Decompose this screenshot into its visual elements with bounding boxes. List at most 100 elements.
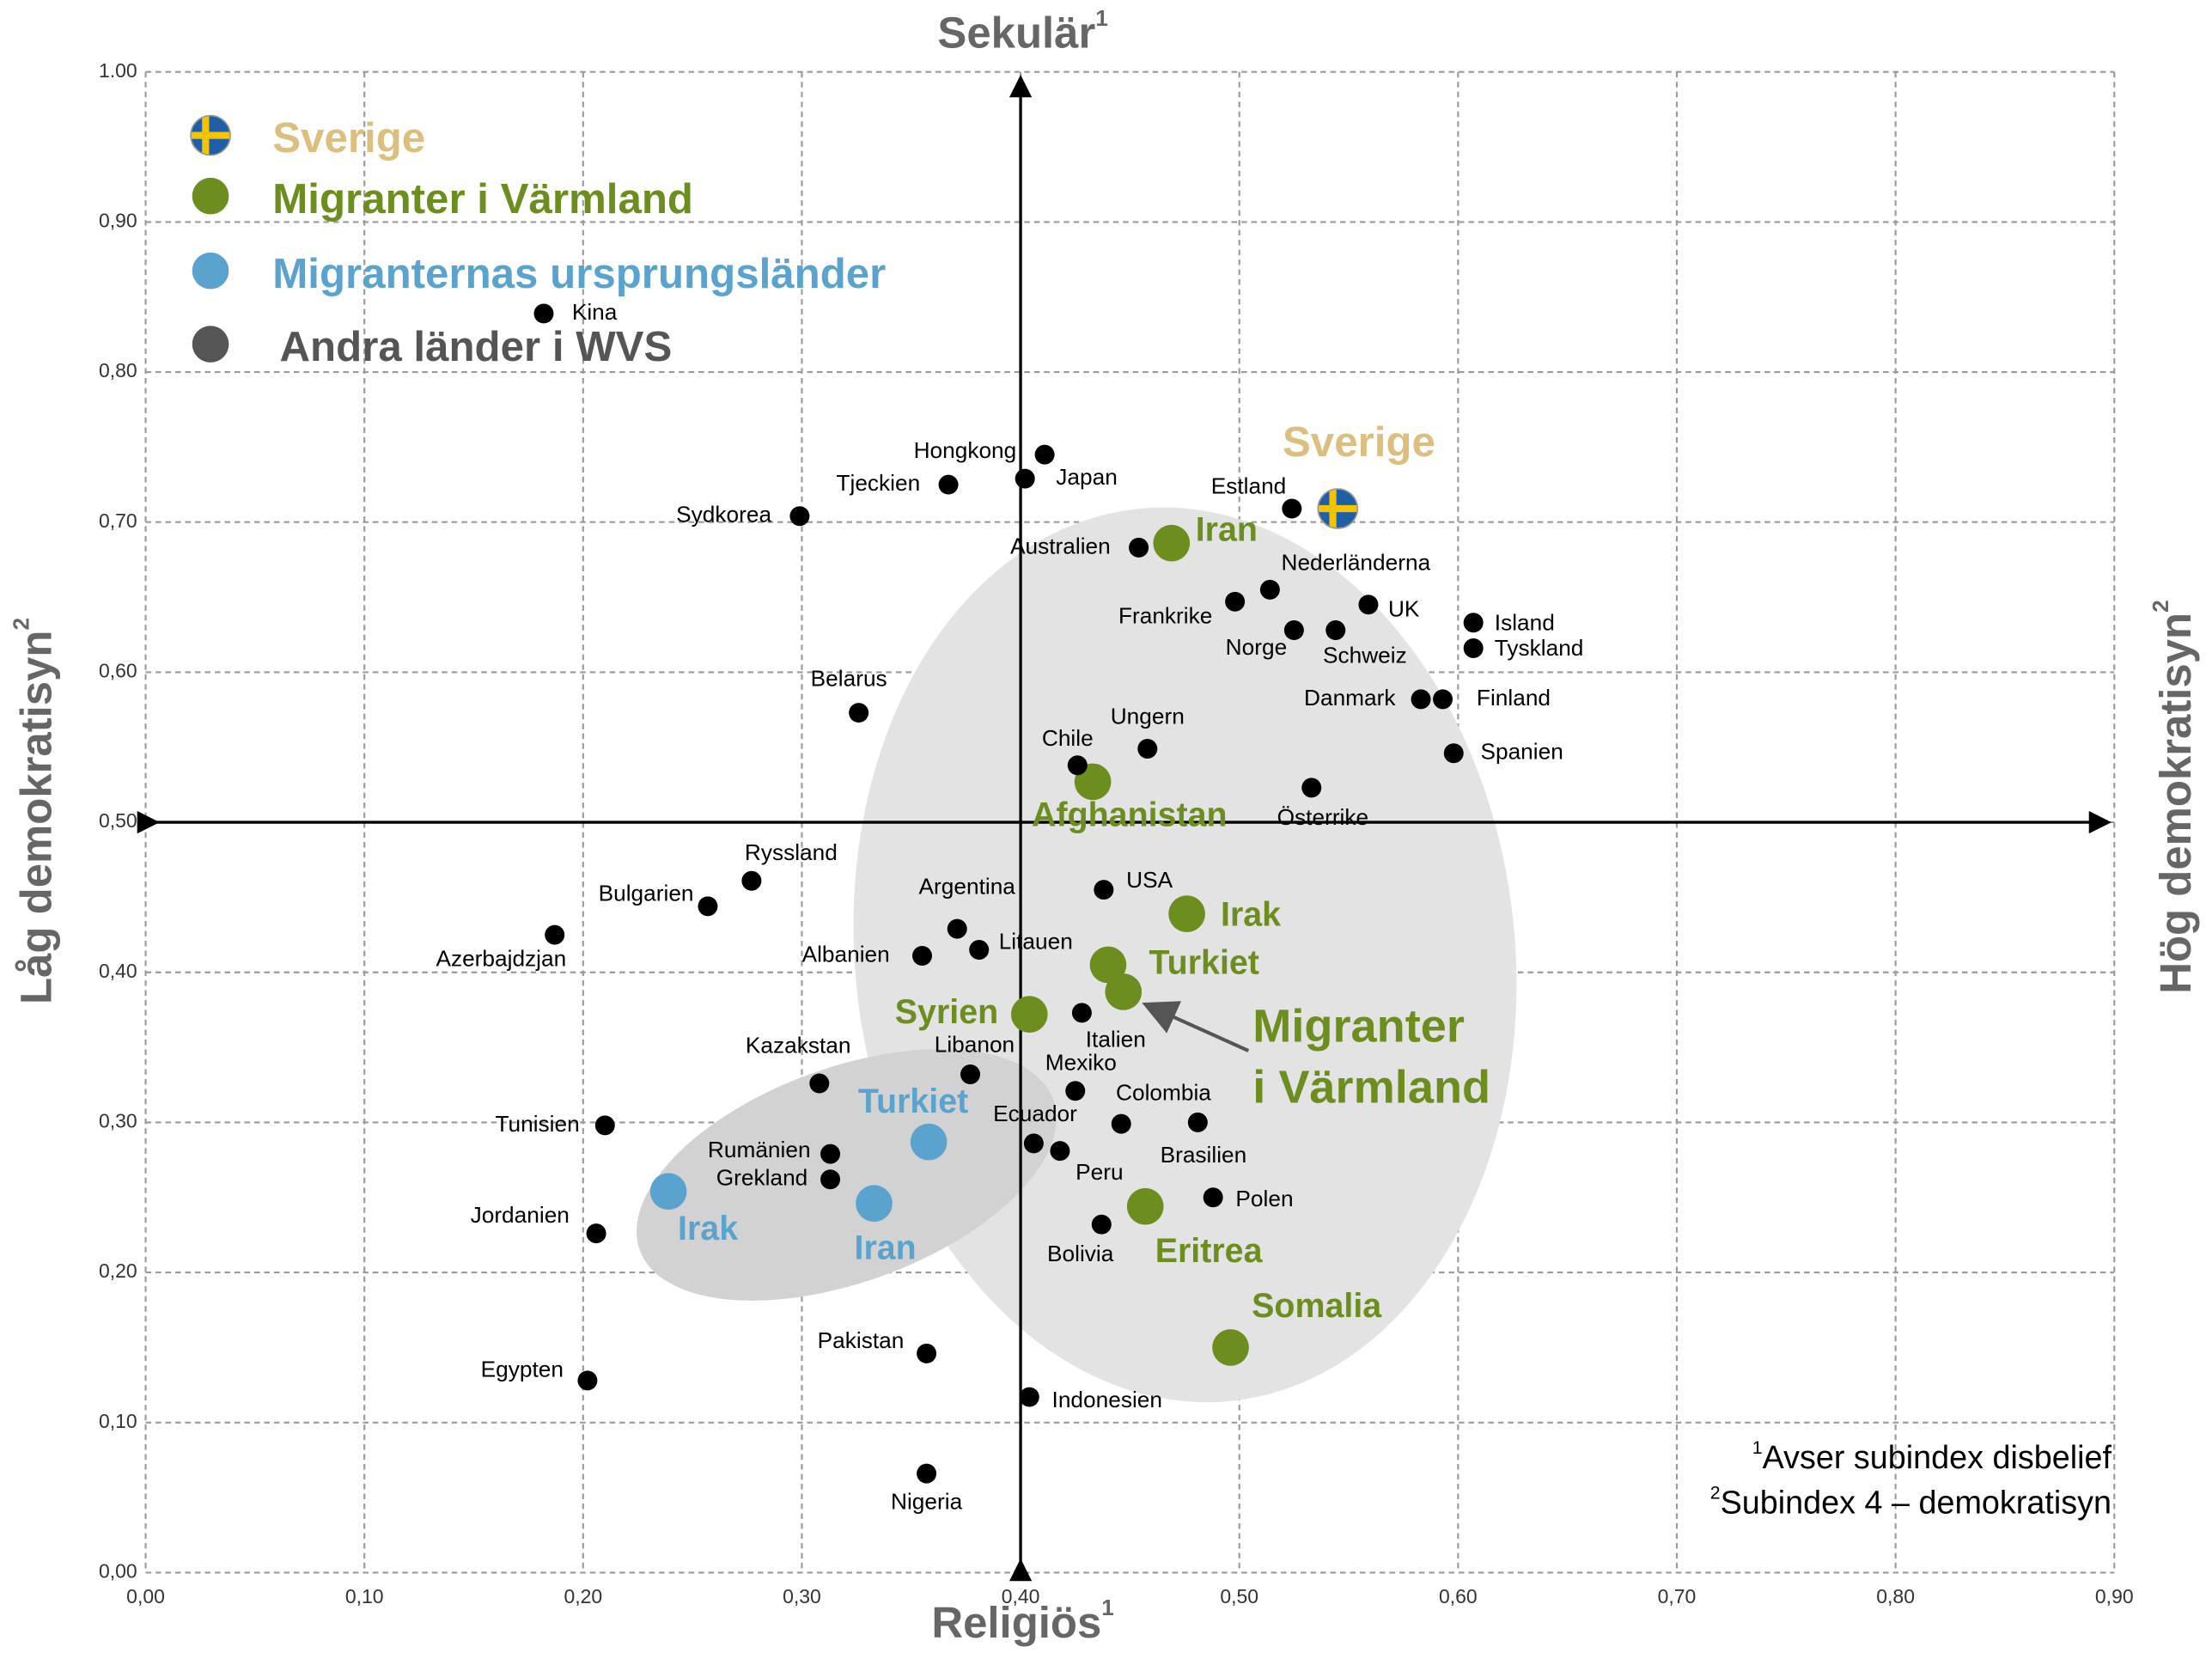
- point: [577, 1370, 598, 1391]
- points: Sverige Iran Afghanistan Irak Turkiet Syrien E…: [436, 299, 1583, 1515]
- point: [1282, 498, 1302, 519]
- point-label: Iran: [855, 1229, 917, 1266]
- point-label: Turkiet: [858, 1083, 968, 1120]
- point-label: Österrike: [1277, 804, 1368, 830]
- point-label: Japan: [1056, 464, 1118, 490]
- point-label: Island: [1495, 609, 1555, 635]
- legend-label: Sverige: [272, 114, 425, 162]
- point-label: Danmark: [1304, 685, 1396, 711]
- point-label: Belarus: [811, 666, 887, 692]
- x-tick-label: 0,30: [783, 1585, 821, 1607]
- y-tick-label: 1.00: [99, 59, 137, 82]
- point: [1015, 468, 1035, 489]
- point-label: Albanien: [802, 941, 890, 967]
- legend-label: Migranternas ursprungsländer: [272, 250, 886, 297]
- point: [1212, 1329, 1249, 1366]
- point-label: Mexiko: [1045, 1049, 1117, 1075]
- point: [1010, 996, 1048, 1033]
- point-label: Ryssland: [745, 839, 838, 865]
- point-label: USA: [1126, 867, 1173, 893]
- annotation-arrow: [1142, 1001, 1250, 1052]
- point: [820, 1169, 841, 1190]
- point-label: Libanon: [935, 1032, 1015, 1058]
- point-label: Italien: [1086, 1027, 1146, 1052]
- axis-top-title: Sekulär1: [937, 5, 1107, 58]
- point: [1089, 946, 1127, 984]
- flag-rim: [1317, 488, 1359, 529]
- point: [1111, 1113, 1131, 1134]
- point-label: Polen: [1235, 1186, 1293, 1211]
- x-tick-label: 0,80: [1876, 1585, 1915, 1607]
- point: [1023, 1133, 1044, 1154]
- footnote: 1Avser subindex disbelief: [1752, 1437, 2112, 1475]
- legend-marker: [192, 252, 229, 290]
- x-tick-label: 0,60: [1439, 1585, 1478, 1607]
- y-tick-label: 0,10: [99, 1410, 137, 1432]
- point: [809, 1073, 830, 1094]
- flag-body: [1318, 489, 1358, 528]
- point-label: Ungern: [1111, 703, 1185, 729]
- point: [789, 506, 810, 527]
- x-tick-label: 0,40: [1002, 1585, 1040, 1607]
- point-label: Afghanistan: [1032, 796, 1228, 833]
- axis-bottom-title: Religiös1: [931, 1595, 1114, 1647]
- point: [698, 896, 718, 917]
- x-tick-label: 0,90: [2095, 1585, 2134, 1607]
- point-label: Nederländerna: [1282, 550, 1431, 576]
- point: [1094, 880, 1114, 900]
- point-label: Spanien: [1480, 739, 1563, 765]
- x-tick-label: 0,10: [345, 1585, 384, 1607]
- point: [849, 703, 869, 723]
- point-label: Brasilien: [1161, 1142, 1247, 1168]
- point: [1259, 579, 1280, 600]
- point-label: Bulgarien: [599, 881, 694, 906]
- axis-left-title: Låg demokratisyn2: [9, 618, 61, 1004]
- flag-rim: [190, 114, 231, 156]
- y-tick-label: 0,20: [99, 1260, 137, 1282]
- x-tick-label: 0,00: [126, 1585, 165, 1607]
- footnote: 2Subindex 4 – demokratisyn: [1710, 1482, 2111, 1520]
- point: [1050, 1141, 1070, 1162]
- y-tick-label: 0,30: [99, 1109, 137, 1131]
- point: [1358, 595, 1379, 615]
- point-label: Pakistan: [818, 1327, 905, 1353]
- point-label: Argentina: [919, 873, 1016, 899]
- point-label: Tunisien: [495, 1111, 579, 1137]
- point: [1203, 1187, 1223, 1208]
- point: [960, 1064, 981, 1085]
- point: [533, 303, 554, 324]
- legend-label: Migranter i Värmland: [272, 175, 693, 223]
- point: [741, 870, 762, 891]
- point: [1301, 778, 1322, 798]
- x-tick-label: 0,70: [1658, 1585, 1697, 1607]
- point: [1019, 1387, 1039, 1407]
- point: [1463, 613, 1484, 633]
- y-tick-label: 0,40: [99, 960, 137, 982]
- point-label: Turkiet: [1149, 943, 1259, 981]
- point: [1034, 444, 1055, 465]
- y-tick-label: 0,00: [99, 1560, 137, 1583]
- point: [1126, 1187, 1164, 1225]
- point: [1225, 591, 1246, 612]
- point: [1325, 620, 1346, 640]
- x-tick-label: 0,50: [1220, 1585, 1258, 1607]
- legend-label: Andra länder i WVS: [280, 323, 673, 370]
- point: [1129, 537, 1149, 558]
- point: [1153, 524, 1191, 562]
- y-tick-label: 0,90: [99, 209, 137, 231]
- point: [820, 1144, 841, 1164]
- point-label: Indonesien: [1052, 1387, 1162, 1412]
- point-label: Chile: [1042, 725, 1094, 751]
- point: [917, 1463, 937, 1484]
- annotation: Migranter: [1252, 1001, 1465, 1052]
- point: [856, 1185, 893, 1223]
- point-label: Schweiz: [1323, 643, 1407, 668]
- point-label: Sverige: [1283, 418, 1435, 466]
- point-label: Grekland: [716, 1165, 808, 1191]
- point-label: Australien: [1010, 533, 1111, 558]
- point: [1105, 973, 1143, 1010]
- point-label: Colombia: [1116, 1080, 1211, 1106]
- legend-marker: [192, 177, 229, 215]
- point-label: Rumänien: [708, 1137, 811, 1162]
- point: [969, 940, 990, 961]
